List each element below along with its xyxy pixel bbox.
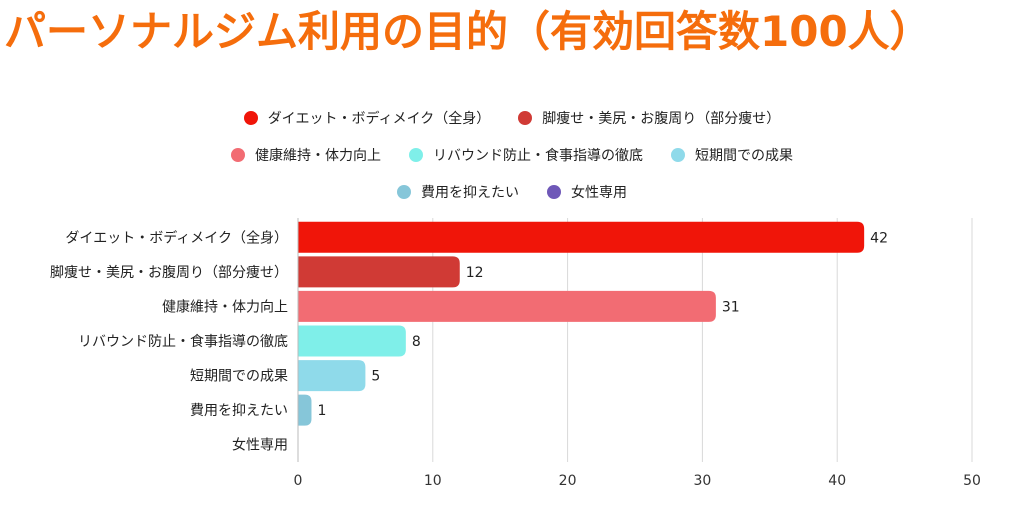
legend-item[interactable]: 健康維持・体力向上	[231, 145, 381, 165]
x-tick-label: 50	[963, 473, 981, 489]
bar[interactable]	[298, 394, 312, 426]
legend-swatch	[671, 148, 685, 162]
legend-swatch	[409, 148, 423, 162]
bar-value-label: 42	[870, 230, 888, 246]
y-category-label: リバウンド防止・食事指導の徹底	[78, 333, 288, 350]
legend-item[interactable]: 費用を抑えたい	[397, 182, 519, 202]
bar-value-label: 8	[412, 334, 421, 350]
y-category-label: 費用を抑えたい	[190, 403, 288, 419]
y-category-label: 健康維持・体力向上	[162, 298, 288, 315]
legend-label: リバウンド防止・食事指導の徹底	[433, 148, 643, 164]
legend-label: 短期間での成果	[695, 148, 793, 164]
legend-swatch	[547, 185, 561, 199]
bar-value-label: 31	[722, 299, 740, 315]
bar-value-label: 1	[317, 403, 326, 419]
bar-value-label: 12	[466, 265, 484, 281]
legend-item[interactable]: 脚痩せ・美尻・お腹周り（部分痩せ）	[518, 108, 780, 128]
bar-value-label: 5	[371, 369, 380, 385]
legend-label: ダイエット・ボディメイク（全身）	[267, 111, 491, 127]
legend-item[interactable]: ダイエット・ボディメイク（全身）	[243, 108, 491, 128]
bar[interactable]	[298, 360, 366, 392]
legend-row: 健康維持・体力向上 リバウンド防止・食事指導の徹底 短期間での成果	[0, 145, 1024, 165]
legend-row: 費用を抑えたい 女性専用	[0, 182, 1024, 202]
legend-swatch	[231, 148, 245, 162]
legend-label: 健康維持・体力向上	[255, 148, 381, 164]
x-tick-label: 20	[559, 473, 577, 489]
bar[interactable]	[298, 325, 406, 357]
x-tick-label: 10	[424, 473, 442, 489]
y-category-label: ダイエット・ボディメイク（全身）	[65, 229, 288, 246]
legend-swatch	[397, 185, 411, 199]
legend-swatch	[243, 111, 258, 125]
legend-label: 脚痩せ・美尻・お腹周り（部分痩せ）	[542, 111, 781, 127]
x-tick-label: 0	[294, 473, 303, 489]
y-category-label: 女性専用	[232, 437, 288, 454]
y-category-label: 短期間での成果	[190, 369, 288, 385]
x-tick-label: 30	[693, 473, 711, 489]
legend-item[interactable]: 短期間での成果	[671, 145, 793, 165]
bar[interactable]	[298, 256, 460, 288]
legend-item[interactable]: 女性専用	[547, 182, 627, 202]
bar[interactable]	[298, 221, 865, 253]
bar[interactable]	[298, 290, 716, 322]
chart-title: パーソナルジム利用の目的（有効回答数100人）	[4, 7, 932, 56]
x-tick-label: 40	[828, 473, 846, 489]
legend-row: ダイエット・ボディメイク（全身） 脚痩せ・美尻・お腹周り（部分痩せ）	[0, 108, 1024, 128]
legend-label: 費用を抑えたい	[421, 185, 519, 201]
legend-item[interactable]: リバウンド防止・食事指導の徹底	[409, 145, 643, 165]
legend-swatch	[518, 111, 533, 125]
legend-label: 女性専用	[571, 185, 627, 201]
y-category-label: 脚痩せ・美尻・お腹周り（部分痩せ）	[50, 264, 288, 281]
